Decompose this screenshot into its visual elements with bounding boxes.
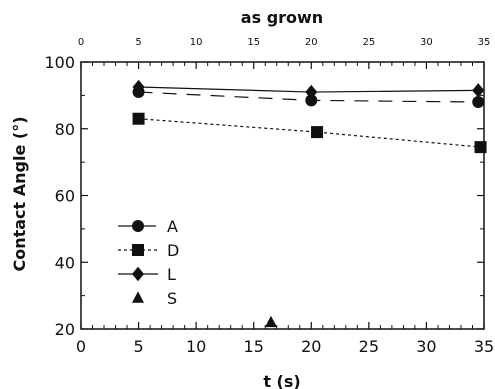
axis-ticks: 0 5 10 15 20 25 30 35 0 5 10 15 20 25 30 35 20 40 60 80 100 <box>44 37 494 356</box>
marker-D <box>132 112 145 125</box>
x-tick-label: 10 <box>186 337 206 356</box>
marker-L <box>472 83 485 98</box>
x-tick-label: 15 <box>244 337 264 356</box>
x-tick-label: 25 <box>359 337 379 356</box>
top-tick-label: 0 <box>78 37 84 48</box>
top-tick-label: 25 <box>362 37 375 48</box>
legend-marker-A <box>132 220 144 232</box>
y-tick-label: 60 <box>55 187 75 206</box>
legend-label-A: A <box>167 217 178 236</box>
top-tick-label: 5 <box>135 37 141 48</box>
x-tick-label: 5 <box>133 337 143 356</box>
x-tick-label: 35 <box>474 337 494 356</box>
marker-L <box>305 84 318 100</box>
legend-label-S: S <box>167 289 177 308</box>
legend-label-L: L <box>167 265 176 284</box>
y-axis-label: Contact Angle (°) <box>10 116 29 271</box>
series-line-D <box>138 118 481 148</box>
y-tick-label: 100 <box>44 53 75 72</box>
marker-D <box>311 126 324 139</box>
y-tick-label: 20 <box>55 320 75 339</box>
data-markers <box>132 79 487 328</box>
legend-marker-L <box>132 266 144 282</box>
marker-S <box>264 315 277 328</box>
marker-A <box>305 94 318 107</box>
y-tick-label: 80 <box>55 120 75 139</box>
marker-D <box>474 141 487 154</box>
top-tick-label: 35 <box>478 37 491 48</box>
x-tick-label: 0 <box>76 337 86 356</box>
x-tick-label: 30 <box>416 337 436 356</box>
legend-marker-S <box>132 291 144 303</box>
top-tick-label: 15 <box>247 37 260 48</box>
top-tick-label: 20 <box>305 37 318 48</box>
legend-marker-D <box>132 244 144 256</box>
x-tick-label: 20 <box>301 337 321 356</box>
marker-A <box>472 96 485 109</box>
top-tick-label: 10 <box>190 37 203 48</box>
plot-frame <box>80 61 485 330</box>
chart-title: as grown <box>241 8 323 27</box>
legend-label-D: D <box>167 241 179 260</box>
top-tick-label: 30 <box>420 37 433 48</box>
x-axis-label: t (s) <box>263 372 300 389</box>
y-tick-label: 40 <box>55 253 75 272</box>
marker-L <box>132 79 145 95</box>
